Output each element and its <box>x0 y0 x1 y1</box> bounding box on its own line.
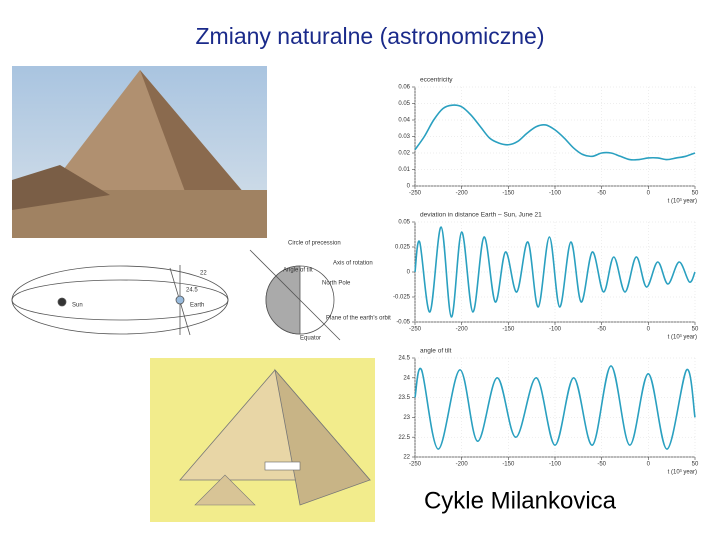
y-tick-label: 23 <box>403 415 410 421</box>
x-tick-label: 50 <box>692 462 699 468</box>
y-tick-label: 0.025 <box>395 245 411 251</box>
caption: Cykle Milankovica <box>424 487 617 514</box>
y-tick-label: -0.025 <box>393 295 411 301</box>
y-tick-label: 23.5 <box>398 395 410 401</box>
x-tick-label: -100 <box>549 327 562 333</box>
x-tick-label: -150 <box>502 327 515 333</box>
diagram-label: Plane of the earth's orbit <box>326 316 391 322</box>
x-tick-label: 0 <box>647 462 651 468</box>
x-tick-label: -200 <box>456 191 469 197</box>
x-tick-label: -50 <box>597 191 606 197</box>
diagram-label: Angle of tilt <box>283 268 313 274</box>
x-tick-label: -200 <box>456 327 469 333</box>
diagram-label: Equator <box>300 336 321 342</box>
diagram-label: North Pole <box>322 281 351 287</box>
y-tick-label: 22.5 <box>398 435 410 441</box>
diagram-label: Axis of rotation <box>333 261 373 267</box>
x-tick-label: -200 <box>456 462 469 468</box>
line-series <box>414 104 696 161</box>
x-tick-label: -150 <box>502 462 515 468</box>
y-tick-label: 0 <box>407 270 411 276</box>
diagram-label: Circle of precession <box>288 241 341 247</box>
y-tick-label: 0.06 <box>398 85 410 91</box>
chart-title: angle of tilt <box>420 348 452 355</box>
diagram-label: 22 <box>200 271 207 277</box>
x-axis-label: t (10³ year) <box>668 335 697 341</box>
x-tick-label: -50 <box>597 462 606 468</box>
line-series <box>414 365 696 450</box>
x-axis-label: t (10³ year) <box>668 470 697 476</box>
x-tick-label: 0 <box>647 327 651 333</box>
y-tick-label: 0.01 <box>398 167 410 173</box>
x-tick-label: -100 <box>549 462 562 468</box>
y-tick-label: 22 <box>403 455 410 461</box>
x-tick-label: -250 <box>409 327 422 333</box>
y-tick-label: 0.05 <box>398 220 410 226</box>
y-tick-label: 0.05 <box>398 101 410 107</box>
y-tick-label: 0.02 <box>398 151 410 157</box>
chart-title: deviation in distance Earth – Sun, June … <box>420 212 542 219</box>
chart-title: eccentricity <box>420 77 453 84</box>
slide-title: Zmiany naturalne (astronomiczne) <box>196 23 545 49</box>
y-tick-label: 0.03 <box>398 134 410 140</box>
diagram-label: Earth <box>190 303 204 309</box>
x-tick-label: -250 <box>409 462 422 468</box>
orbit-diagram <box>11 249 341 341</box>
x-tick-label: -100 <box>549 191 562 197</box>
y-tick-label: 24 <box>403 375 410 381</box>
pyramid-photo <box>12 66 267 238</box>
x-tick-label: 50 <box>692 327 699 333</box>
diagram-label: 24.5 <box>186 288 198 294</box>
y-tick-label: 0.04 <box>398 118 410 124</box>
diagram-label: Sun <box>72 303 83 309</box>
y-tick-label: -0.05 <box>396 320 410 326</box>
y-tick-label: 0 <box>407 184 411 190</box>
y-tick-label: 24.5 <box>398 356 410 362</box>
x-tick-label: -250 <box>409 191 422 197</box>
x-tick-label: 50 <box>692 191 699 197</box>
x-tick-label: 0 <box>647 191 651 197</box>
pyramid-section <box>150 358 375 522</box>
x-tick-label: -50 <box>597 327 606 333</box>
x-axis-label: t (10³ year) <box>668 199 697 205</box>
x-tick-label: -150 <box>502 191 515 197</box>
line-series <box>414 226 696 318</box>
